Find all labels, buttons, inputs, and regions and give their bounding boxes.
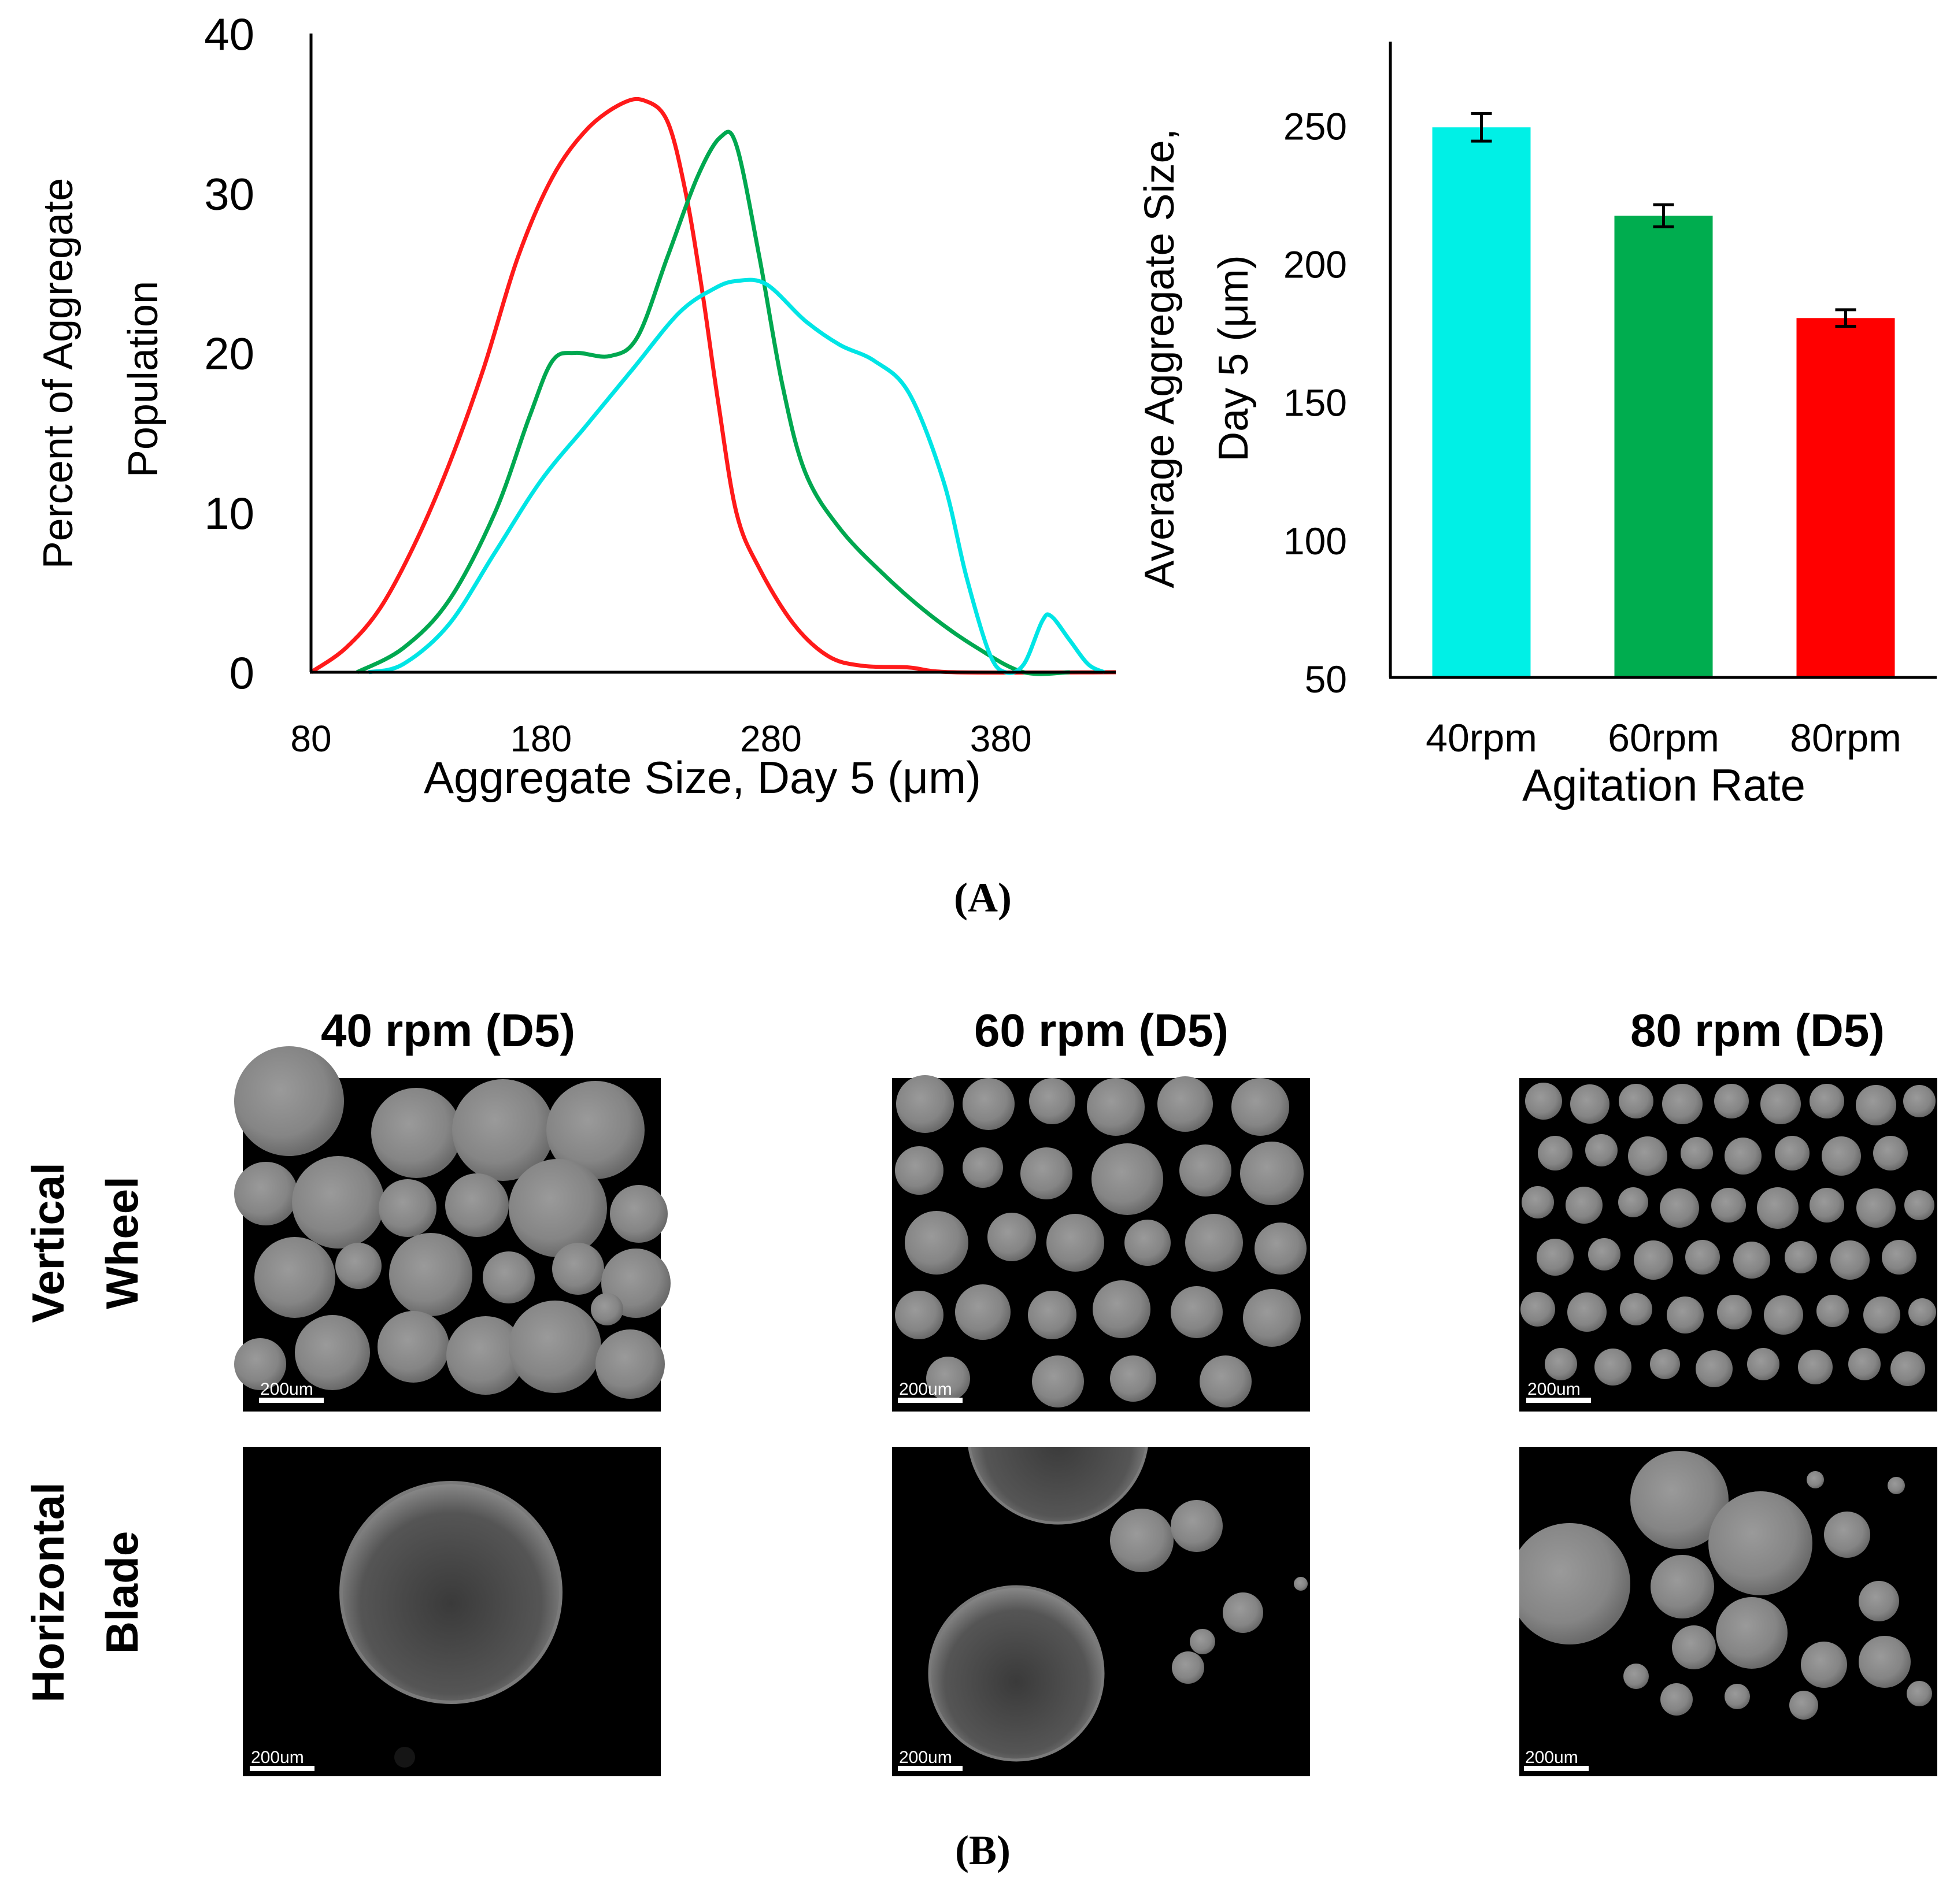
column-header-40rpm: 40 rpm (D5) xyxy=(321,1005,575,1056)
scale-bar-vertical-80rpm: 200um xyxy=(1527,1380,1581,1399)
bar-ytick-label: 50 xyxy=(1305,658,1347,701)
average-size-ylabel-line1: Average Aggregate Size, xyxy=(1137,128,1183,588)
distribution-ylabel-line1: Percent of Aggregate xyxy=(35,178,82,569)
micrograph-column-headers: 40 rpm (D5) 60 rpm (D5) 80 rpm (D5) xyxy=(321,1005,1885,1056)
micrograph-horizontal-40rpm: 200um xyxy=(243,1447,661,1776)
line-xtick-label: 80 xyxy=(290,718,331,760)
micrograph-vertical-40rpm: 200um xyxy=(234,1046,671,1412)
average-size-ylabel-line2: Day 5 (μm) xyxy=(1211,255,1257,462)
bar-40rpm xyxy=(1432,127,1531,677)
bar-xtick-label: 80rpm xyxy=(1790,716,1901,760)
average-size-bars xyxy=(1432,112,1895,678)
error-bar-60rpm xyxy=(1653,203,1674,228)
scale-bar-vertical-60rpm: 200um xyxy=(899,1380,952,1399)
scale-bar-vertical-40rpm: 200um xyxy=(260,1380,313,1399)
line-ytick-label: 0 xyxy=(230,647,254,698)
distribution-chart: 0 10 20 30 40 80 180 280 380 Percent of Aggrega… xyxy=(35,9,1116,803)
bar-ytick-label: 250 xyxy=(1283,105,1347,147)
average-size-xlabel: Agitation Rate xyxy=(1522,760,1805,810)
error-bar-40rpm xyxy=(1471,112,1492,143)
bar-xtick-label: 40rpm xyxy=(1426,716,1537,760)
row-label-wheel: Wheel xyxy=(97,1176,147,1309)
row-label-horizontal: Horizontal xyxy=(23,1482,73,1702)
scale-bar-horizontal-60rpm: 200um xyxy=(899,1748,952,1767)
line-xtick-label: 180 xyxy=(510,718,572,760)
row-label-vertical: Vertical xyxy=(23,1162,73,1323)
line-ytick-label: 20 xyxy=(204,328,254,379)
average-size-y-ticks: 50 100 150 200 250 xyxy=(1283,105,1347,701)
micrograph-vertical-80rpm: 200um xyxy=(1519,1078,1937,1412)
bar-xtick-label: 60rpm xyxy=(1608,716,1719,760)
average-size-chart: 50 100 150 200 250 40rpm 60rpm 80rpm Average A… xyxy=(1137,42,1937,810)
bar-ytick-label: 100 xyxy=(1283,520,1347,562)
distribution-plot-area xyxy=(310,97,1116,676)
micrograph-horizontal-80rpm: 200um xyxy=(1519,1447,1937,1776)
average-size-x-ticks: 40rpm 60rpm 80rpm xyxy=(1426,716,1901,760)
scale-bar-horizontal-80rpm: 200um xyxy=(1525,1748,1578,1767)
line-series-40rpm xyxy=(368,277,1105,675)
distribution-y-ticks: 0 10 20 30 40 xyxy=(204,9,254,698)
line-ytick-label: 30 xyxy=(204,168,254,219)
line-ytick-label: 40 xyxy=(204,9,254,60)
bar-ytick-label: 200 xyxy=(1283,243,1347,286)
bar-60rpm xyxy=(1614,216,1713,678)
panel-label-a: (A) xyxy=(954,875,1012,921)
distribution-x-ticks: 80 180 280 380 xyxy=(290,718,1031,760)
line-series-60rpm xyxy=(356,129,1070,676)
line-xtick-label: 380 xyxy=(970,718,1032,760)
column-header-80rpm: 80 rpm (D5) xyxy=(1630,1005,1885,1056)
micrograph-row-labels: Vertical Wheel Horizontal Blade xyxy=(23,1162,147,1702)
error-bar-80rpm xyxy=(1835,308,1856,328)
bar-80rpm xyxy=(1796,318,1895,677)
panel-label-b: (B) xyxy=(955,1827,1011,1873)
micrograph-vertical-60rpm: 200um xyxy=(892,1075,1310,1412)
line-ytick-label: 10 xyxy=(204,488,254,539)
line-xtick-label: 280 xyxy=(740,718,802,760)
column-header-60rpm: 60 rpm (D5) xyxy=(974,1005,1229,1056)
scale-bar-horizontal-40rpm: 200um xyxy=(251,1748,304,1767)
distribution-xlabel: Aggregate Size, Day 5 (μm) xyxy=(424,752,981,803)
line-series-80rpm xyxy=(310,97,1116,675)
row-label-blade: Blade xyxy=(97,1531,147,1654)
bar-ytick-label: 150 xyxy=(1283,381,1347,424)
distribution-ylabel-line2: Population xyxy=(120,281,166,477)
micrograph-horizontal-60rpm: 200um xyxy=(892,1447,1310,1776)
